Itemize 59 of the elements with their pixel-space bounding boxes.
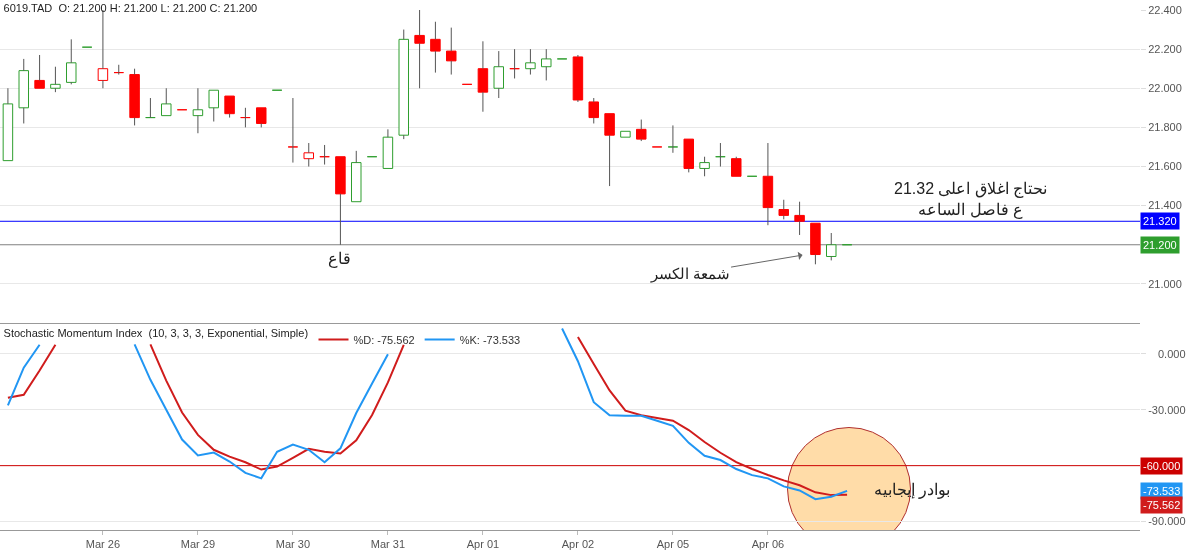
ref-line-label: قاع [328, 250, 351, 268]
candlestick [525, 48, 536, 76]
candlestick [667, 124, 679, 154]
y-tick-label: 22.000 [1148, 82, 1182, 95]
candlestick [715, 142, 726, 167]
candlestick [572, 54, 584, 103]
legend-label: %D: -75.562 [353, 333, 415, 346]
y-tick-label: 22.200 [1148, 42, 1182, 55]
candlestick [794, 201, 805, 236]
x-tick-label: Apr 06 [751, 538, 785, 551]
annotation: 21.200 [1143, 239, 1177, 251]
candlestick [446, 27, 457, 76]
text: -73.533 [1143, 485, 1181, 497]
y-tick-label: 21.600 [1148, 160, 1182, 173]
legend-label: %K: -73.533 [459, 333, 521, 346]
x-tick-label: Mar 31 [370, 538, 406, 551]
candlestick [762, 142, 774, 226]
candlestick [398, 29, 409, 140]
chart-title: Stochastic Momentum Index (10, 3, 3, 3, Exponential, Simple) [3, 326, 309, 339]
text: -75.562 [1143, 499, 1181, 511]
candlestick [319, 144, 330, 166]
y-tick-label: 0.000 [1157, 347, 1186, 360]
candlestick [430, 21, 441, 74]
annotation: نحتاج اغلاق اعلى 21.32 ع فاصل الساعه [894, 180, 1048, 219]
candlestick [493, 50, 504, 99]
candlestick [192, 87, 204, 134]
candlestick [18, 58, 29, 124]
y-tick-label: -30.000 [1148, 403, 1186, 416]
candlestick [50, 66, 61, 93]
candlestick [699, 156, 710, 177]
y-tick-label: 21.800 [1148, 121, 1182, 134]
candlestick [66, 38, 77, 85]
candlestick [778, 199, 789, 220]
x-tick-label: Mar 30 [275, 538, 311, 551]
candlestick [240, 107, 251, 128]
candlestick [287, 97, 299, 164]
chart-title: 6019.TAD O: 21.200 H: 21.200 L: 21.200 C: 21.200 [3, 1, 258, 14]
candlestick [541, 48, 552, 81]
y-tick-label: 22.400 [1148, 3, 1182, 16]
candlestick [509, 48, 520, 79]
candlestick [477, 40, 489, 113]
y-tick-label: 21.000 [1148, 277, 1182, 290]
x-tick-label: Apr 01 [466, 538, 500, 551]
ref-line-label: 21.320 [1143, 215, 1177, 227]
candlestick [636, 119, 647, 142]
y-tick-label: 21.400 [1148, 199, 1182, 212]
x-tick-label: Mar 26 [85, 538, 121, 551]
y-tick-label: -90.000 [1148, 515, 1186, 528]
x-tick-label: Apr 02 [561, 538, 595, 551]
candlestick [303, 142, 314, 167]
candlestick [826, 232, 837, 261]
annotation: شمعة الكسر [650, 265, 731, 283]
x-tick-label: Apr 05 [656, 538, 690, 551]
annotation: بوادر إيجابيه [874, 481, 951, 499]
candlestick [113, 64, 124, 76]
candlestick [97, 10, 109, 89]
ref-line-label: -60.000 [1143, 460, 1181, 472]
x-tick-label: Mar 29 [180, 538, 216, 551]
candlestick [414, 10, 425, 89]
